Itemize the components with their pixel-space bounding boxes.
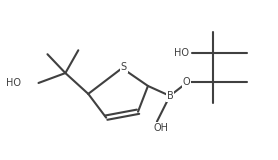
Text: S: S bbox=[121, 62, 127, 72]
Text: O: O bbox=[183, 77, 190, 87]
Text: HO: HO bbox=[174, 48, 189, 58]
Text: HO: HO bbox=[6, 78, 21, 88]
Text: OH: OH bbox=[153, 123, 168, 133]
Text: B: B bbox=[167, 91, 173, 101]
